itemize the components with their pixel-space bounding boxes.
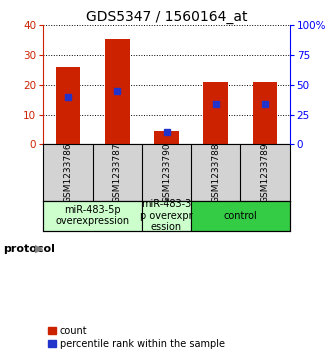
Text: control: control bbox=[223, 211, 257, 221]
Title: GDS5347 / 1560164_at: GDS5347 / 1560164_at bbox=[86, 11, 247, 24]
Text: ▶: ▶ bbox=[35, 244, 44, 254]
Bar bbox=[43, 201, 142, 231]
Text: protocol: protocol bbox=[3, 244, 55, 254]
Text: GSM1233789: GSM1233789 bbox=[260, 142, 270, 203]
Bar bbox=[203, 82, 228, 144]
Bar bbox=[191, 201, 290, 231]
Bar bbox=[142, 201, 191, 231]
Text: GSM1233788: GSM1233788 bbox=[211, 142, 220, 203]
Bar bbox=[154, 131, 179, 144]
Bar bbox=[105, 39, 130, 144]
Text: miR-483-5p
overexpression: miR-483-5p overexpression bbox=[56, 205, 130, 227]
Bar bbox=[56, 67, 80, 144]
Text: GSM1233790: GSM1233790 bbox=[162, 142, 171, 203]
Text: miR-483-3
p overexpr
ession: miR-483-3 p overexpr ession bbox=[140, 199, 193, 232]
Text: GSM1233786: GSM1233786 bbox=[63, 142, 73, 203]
Bar bbox=[253, 82, 277, 144]
Text: GSM1233787: GSM1233787 bbox=[113, 142, 122, 203]
Legend: count, percentile rank within the sample: count, percentile rank within the sample bbox=[48, 326, 225, 349]
